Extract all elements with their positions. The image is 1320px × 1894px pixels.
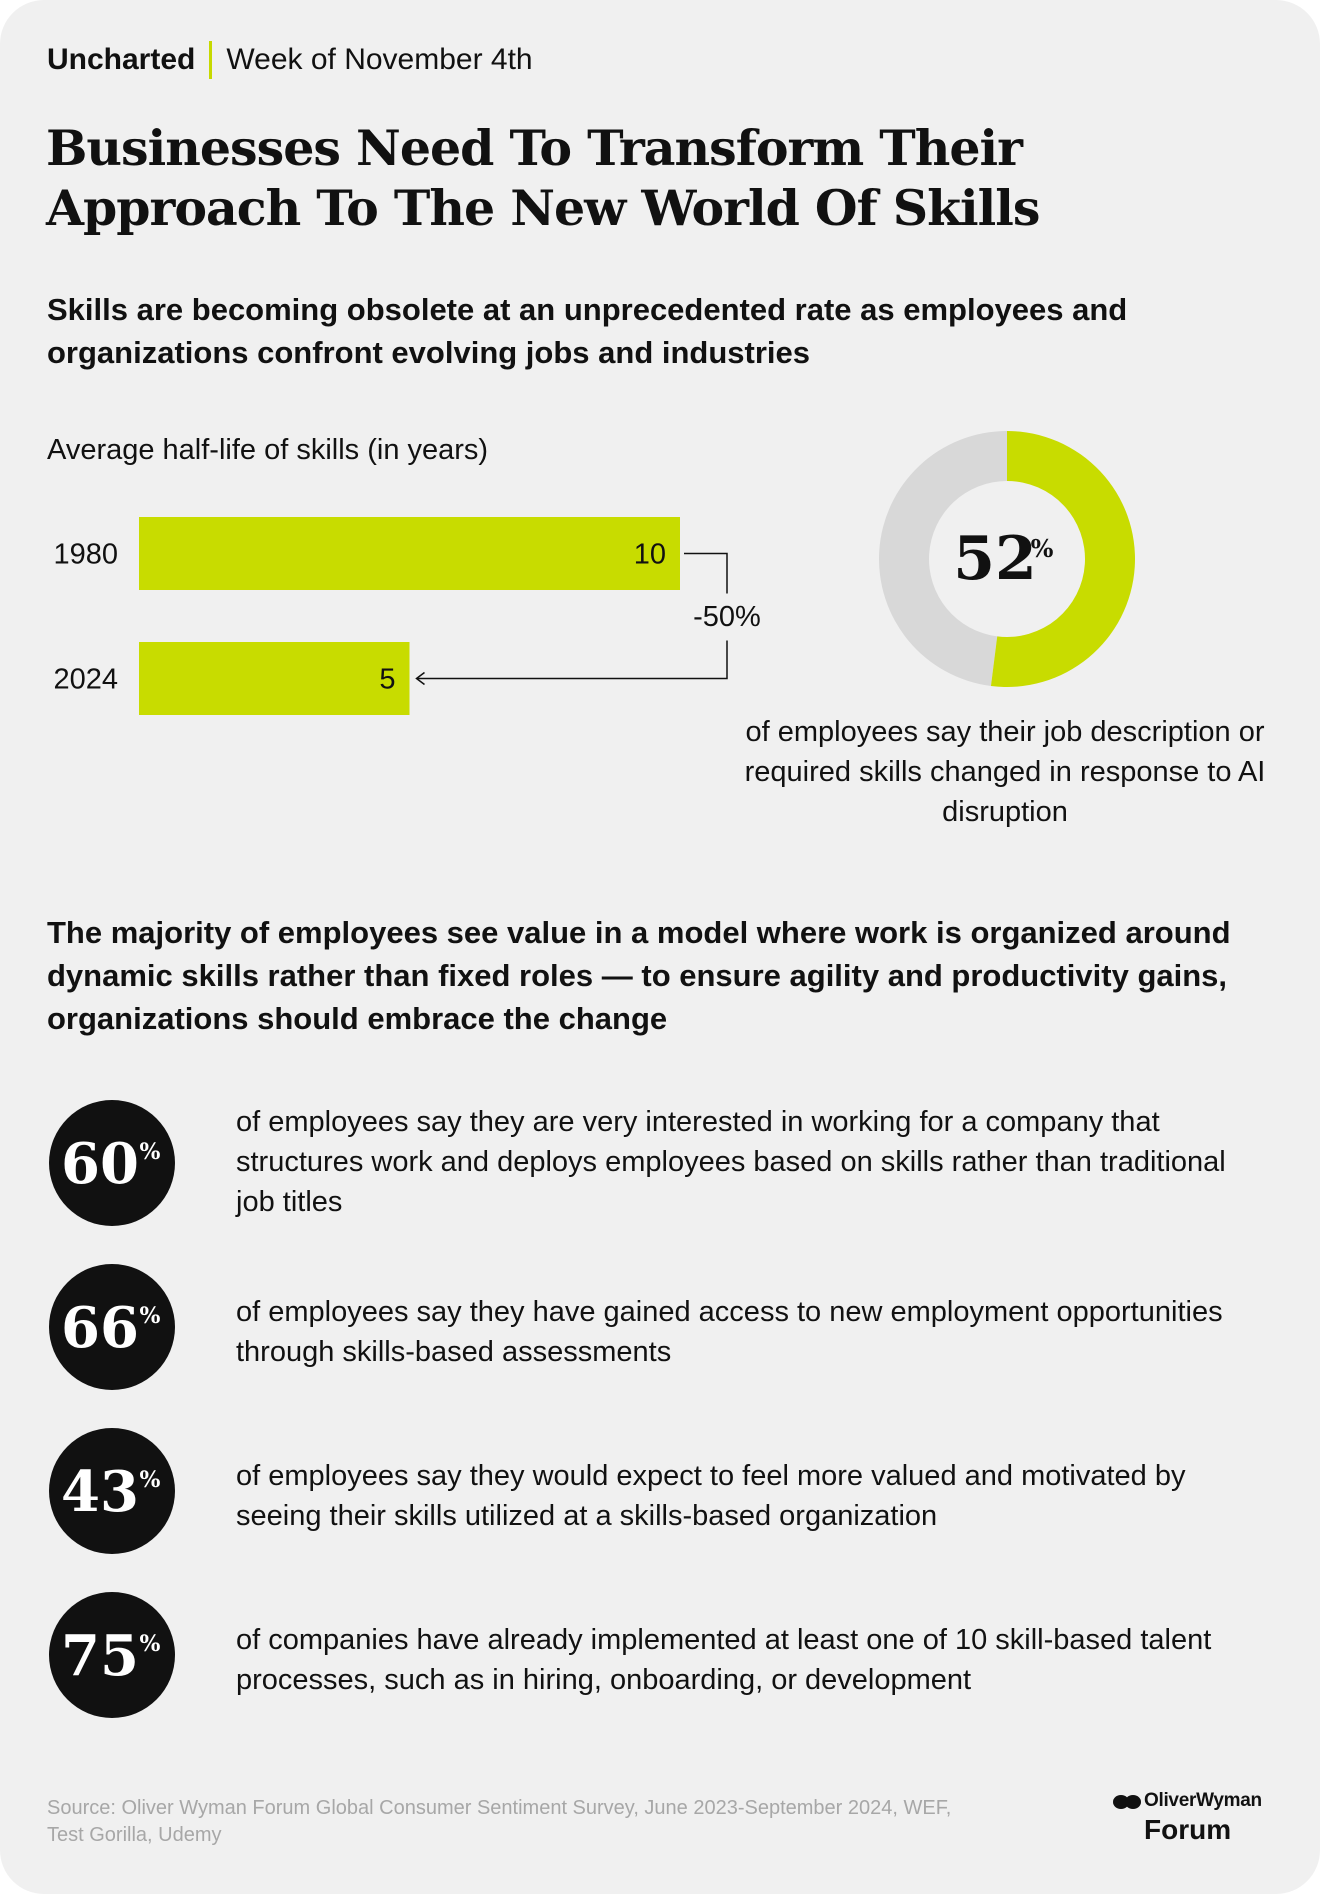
change-annotation: -50% xyxy=(693,601,761,633)
bar-chart-title: Average half-life of skills (in years) xyxy=(47,434,489,466)
donut-unit-label: % xyxy=(1031,534,1054,563)
donut-value-slice xyxy=(990,431,1135,687)
header-divider xyxy=(209,41,213,79)
stat-unit-2: % xyxy=(140,1303,161,1329)
donut-caption: of employees say their job description o… xyxy=(744,716,1266,828)
stat-text-4: of companies have already implemented at… xyxy=(236,1624,1212,1696)
stat-text-1: of employees say they are very intereste… xyxy=(236,1106,1226,1218)
page-title: Businesses Need To Transform Their Appro… xyxy=(46,119,1040,237)
stat-value-4: 75 xyxy=(61,1623,139,1689)
stat-text-3: of employees say they would expect to fe… xyxy=(236,1460,1186,1532)
bar-2024 xyxy=(139,642,410,715)
category-label-1980: 1980 xyxy=(53,539,118,571)
bar-1980 xyxy=(139,517,680,590)
stat-circle-1 xyxy=(49,1100,175,1226)
source-note: Source: Oliver Wyman Forum Global Consum… xyxy=(47,1797,952,1846)
stat-unit-1: % xyxy=(140,1139,161,1165)
logo-wordmark-top: OliverWyman xyxy=(1144,1790,1262,1811)
stat-value-1: 60 xyxy=(61,1131,139,1197)
brand-name: Uncharted xyxy=(47,43,196,76)
logo-wordmark-bottom: Forum xyxy=(1144,1814,1232,1845)
value-label-1980: 10 xyxy=(634,539,666,571)
change-bracket-top xyxy=(684,552,728,594)
donut-remainder-slice xyxy=(879,431,1007,686)
logo-mark-icon xyxy=(1113,1795,1141,1809)
week-label: Week of November 4th xyxy=(226,43,533,76)
value-label-2024: 5 xyxy=(379,664,395,696)
category-label-2024: 2024 xyxy=(53,664,118,696)
stat-unit-4: % xyxy=(140,1631,161,1657)
header: Uncharted Week of November 4th xyxy=(47,40,533,80)
oliver-wyman-forum-logo: OliverWyman Forum xyxy=(1110,1790,1285,1850)
arrowhead-icon xyxy=(415,671,425,686)
stat-circle-3 xyxy=(49,1428,175,1554)
donut-value-label: 52 xyxy=(953,524,1037,594)
stat-value-2: 66 xyxy=(61,1295,139,1361)
stat-unit-3: % xyxy=(140,1467,161,1493)
section-1-subhead: Skills are becoming obsolete at an unpre… xyxy=(47,292,1128,370)
stat-text-2: of employees say they have gained access… xyxy=(236,1296,1223,1368)
section-2-subhead: The majority of employees see value in a… xyxy=(47,915,1231,1036)
stat-circle-2 xyxy=(49,1264,175,1390)
stat-value-3: 43 xyxy=(61,1459,139,1525)
stat-circle-4 xyxy=(49,1592,175,1718)
change-bracket-bottom xyxy=(417,640,728,680)
